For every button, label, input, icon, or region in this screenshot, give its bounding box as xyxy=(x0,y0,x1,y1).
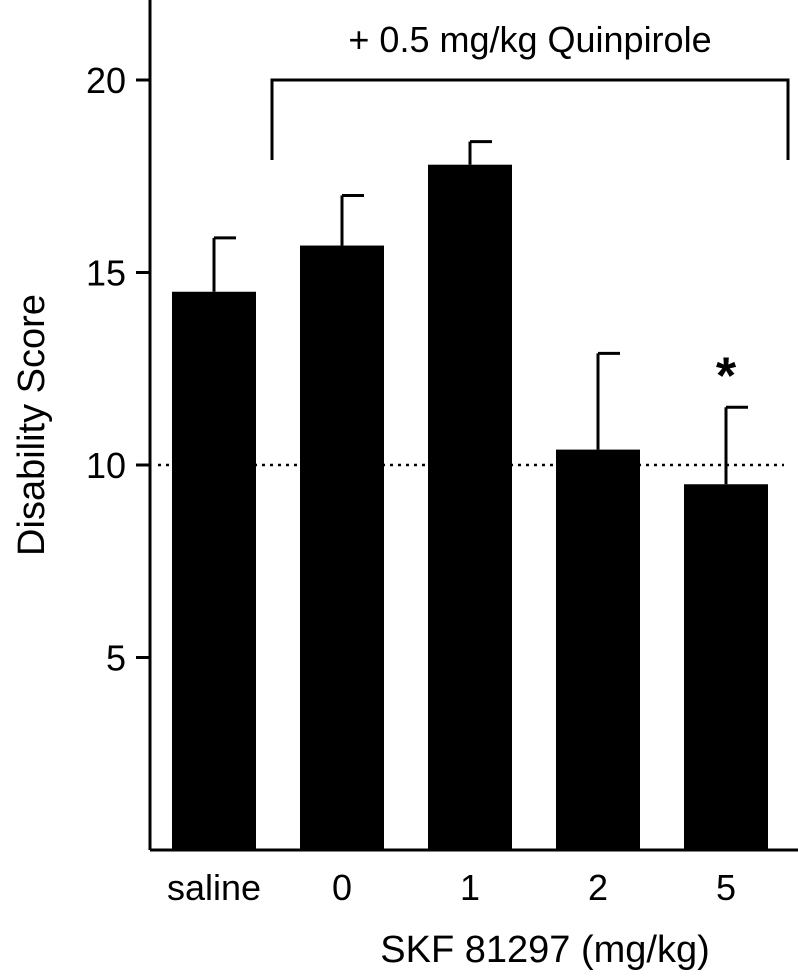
labels: saline 0 1 2 5 * 5 10 15 20 SKF 81297 (mg/kg) Disab… xyxy=(11,19,737,971)
bar-0 xyxy=(172,291,256,850)
treatment-bracket-label: + 0.5 mg/kg Quinpirole xyxy=(348,19,711,60)
x-tick-label-0: saline xyxy=(167,867,261,908)
bar-1 xyxy=(300,245,384,851)
significance-marker-4: * xyxy=(716,347,737,405)
x-axis-title: SKF 81297 (mg/kg) xyxy=(380,929,709,971)
axes xyxy=(136,0,798,852)
y-tick-label-2: 15 xyxy=(86,253,126,294)
y-tick-label-1: 10 xyxy=(86,445,126,486)
bars xyxy=(172,140,768,851)
bar-3 xyxy=(556,449,640,850)
bar-2 xyxy=(428,164,512,850)
bar-4 xyxy=(684,484,768,850)
x-tick-label-2: 1 xyxy=(460,867,480,908)
x-tick-label-1: 0 xyxy=(332,867,352,908)
y-axis-title: Disability Score xyxy=(11,294,53,556)
x-tick-label-3: 2 xyxy=(588,867,608,908)
treatment-bracket xyxy=(270,78,790,160)
x-tick-label-4: 5 xyxy=(716,867,736,908)
y-tick-label-3: 20 xyxy=(86,60,126,101)
y-tick-label-0: 5 xyxy=(106,638,126,679)
